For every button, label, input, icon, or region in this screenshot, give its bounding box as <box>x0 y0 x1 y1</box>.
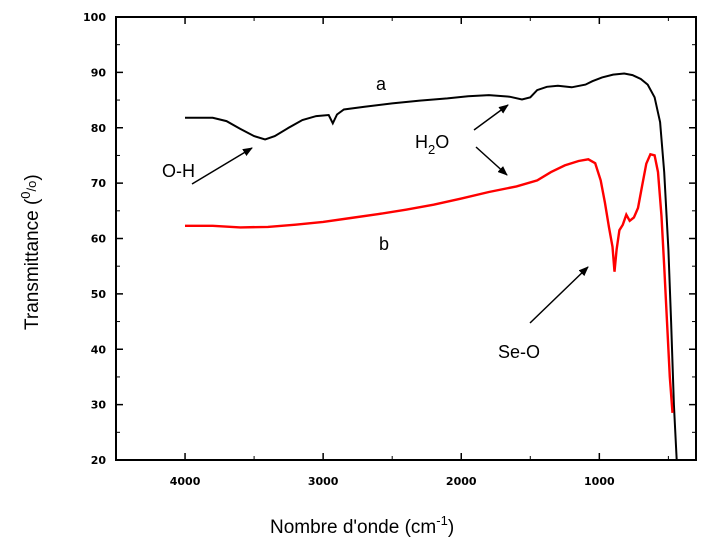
x-axis-title: Nombre d'onde (cm-1) <box>270 513 454 538</box>
label-oh: O-H <box>162 161 195 181</box>
label-h2o: H2O <box>415 132 449 157</box>
y-tick-label: 100 <box>83 11 106 24</box>
seo-arrow <box>529 266 589 324</box>
plot-frame <box>115 16 697 461</box>
h2o-arrow-lower <box>475 146 508 176</box>
y-tick-label: 20 <box>91 454 107 467</box>
label-b: b <box>379 234 389 254</box>
series-line-a <box>185 72 678 461</box>
y-tick-label: 60 <box>91 233 107 246</box>
y-tick-label: 40 <box>91 343 107 356</box>
y-axis-ticks: 20 30 40 50 60 70 80 90 100 <box>83 11 696 467</box>
series-line-b <box>185 152 674 413</box>
label-seo: Se-O <box>498 342 540 362</box>
x-tick-label: 1000 <box>584 475 615 488</box>
oh-arrow <box>191 147 253 185</box>
label-a: a <box>376 74 387 94</box>
y-tick-label: 30 <box>91 399 107 412</box>
x-tick-label: 2000 <box>446 475 477 488</box>
y-axis-title: Transmittance (0/o) <box>18 174 43 330</box>
y-tick-label: 90 <box>91 66 107 79</box>
x-tick-label: 3000 <box>308 475 339 488</box>
y-tick-label: 80 <box>91 122 107 135</box>
x-tick-label: 4000 <box>170 475 201 488</box>
y-tick-label: 50 <box>91 288 107 301</box>
y-tick-label: 70 <box>91 177 107 190</box>
x-axis-ticks: 4000 3000 2000 1000 <box>115 17 669 488</box>
h2o-arrow-upper <box>473 104 509 131</box>
